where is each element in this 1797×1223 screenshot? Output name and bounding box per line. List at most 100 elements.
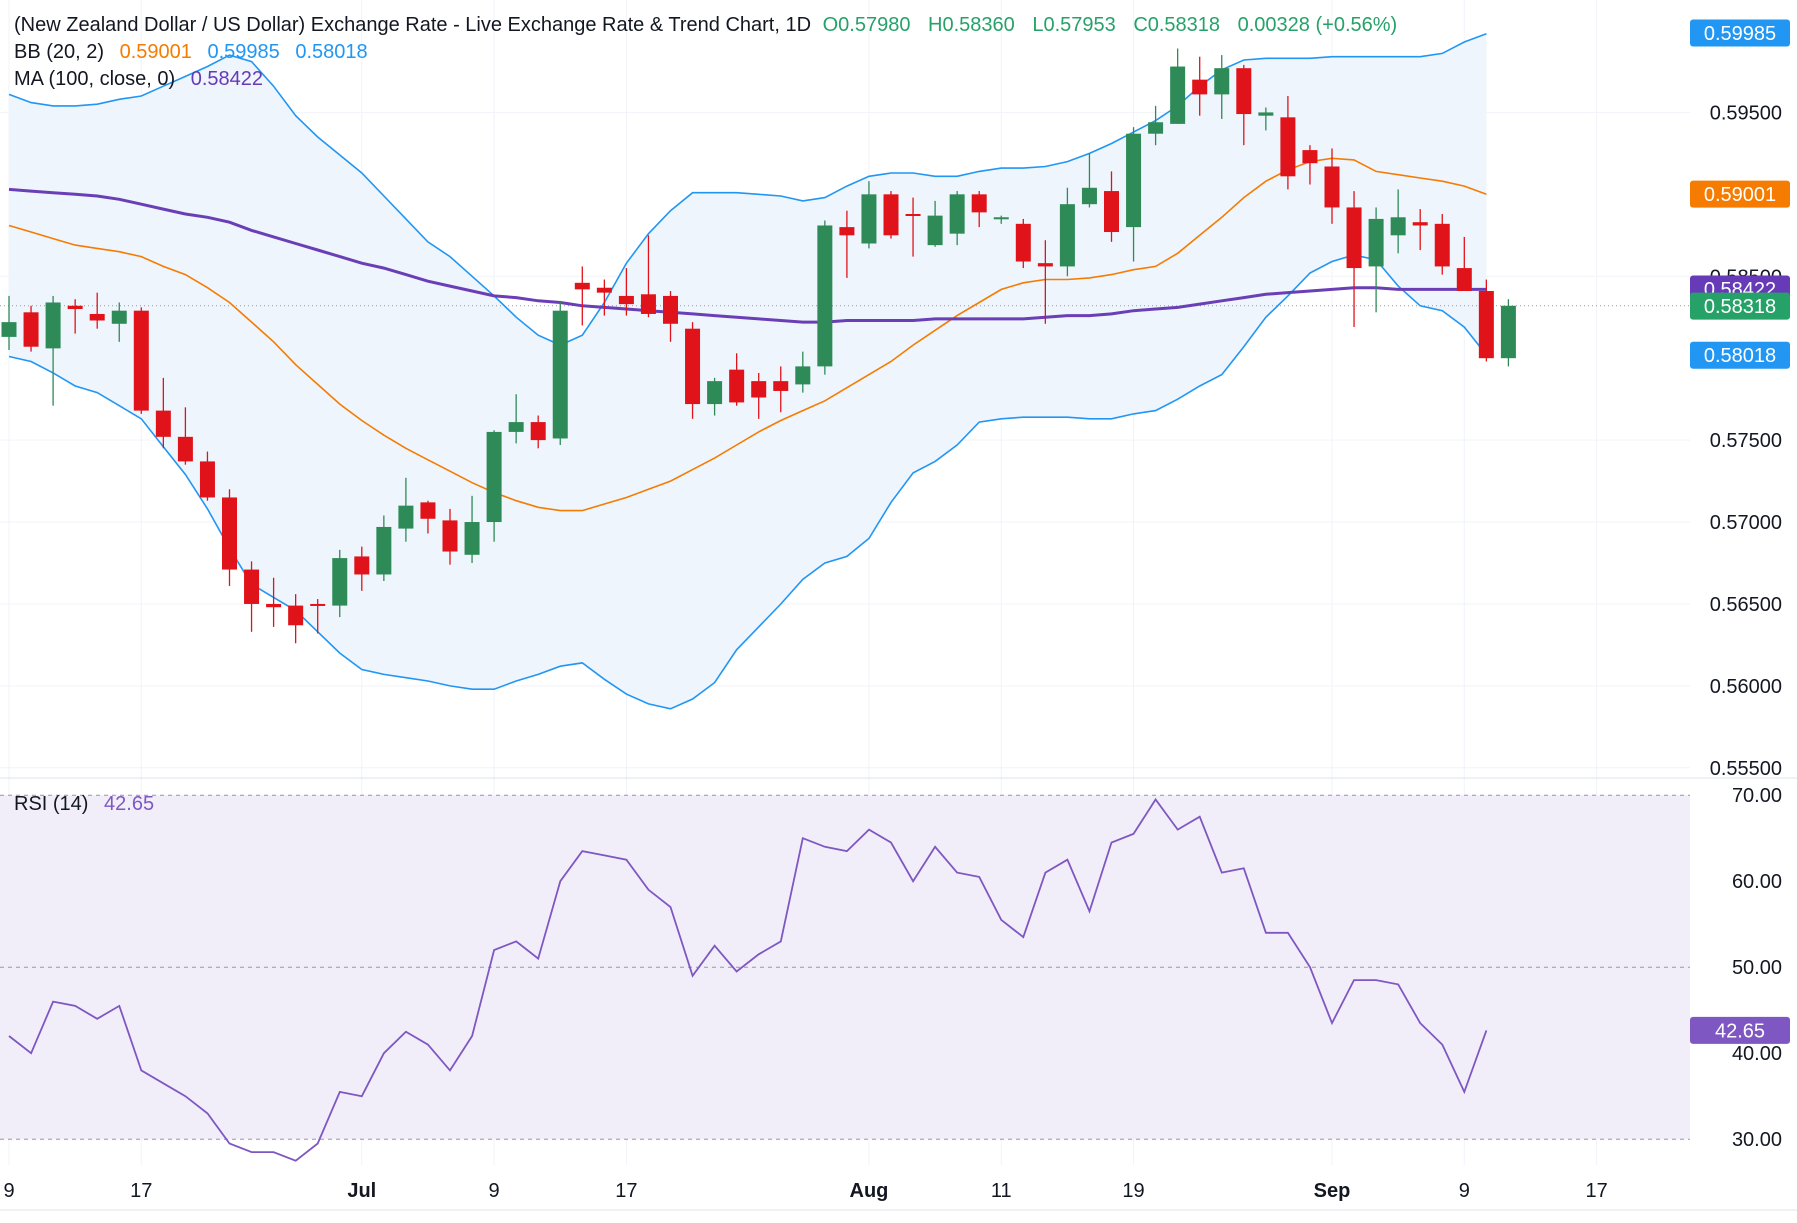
price-tick-label: 0.56000 xyxy=(1710,676,1782,698)
candle-body xyxy=(244,569,260,604)
price-tick-label: 0.57000 xyxy=(1710,512,1782,534)
candle-body xyxy=(1214,68,1230,95)
rsi-tick-label: 70.00 xyxy=(1732,785,1782,807)
rsi-tick-label: 40.00 xyxy=(1732,1043,1782,1065)
candle-body xyxy=(45,302,61,349)
candle-body xyxy=(861,194,877,244)
candle-body xyxy=(1148,122,1164,134)
ma100-line xyxy=(8,187,1487,324)
candle-body xyxy=(663,295,678,324)
candle-body xyxy=(1,322,17,337)
candle-body xyxy=(1258,112,1274,116)
candle-body xyxy=(971,194,987,213)
candle-body xyxy=(1434,223,1450,267)
candle-body xyxy=(574,282,590,290)
candle-body xyxy=(398,505,414,529)
price-tick-label: 0.59500 xyxy=(1710,102,1782,124)
candle-body xyxy=(420,502,436,519)
candle-body xyxy=(707,381,723,405)
candle-body xyxy=(111,310,127,324)
price-tag-bg xyxy=(1690,180,1790,208)
candle-body xyxy=(486,431,502,523)
candle-body xyxy=(508,422,524,432)
bb-lower-value: 0.58018 xyxy=(295,41,368,63)
candle-body xyxy=(89,313,105,321)
ohlc-close: C0.58318 xyxy=(1133,14,1221,36)
bb-upper-value: 0.59985 xyxy=(207,41,280,63)
candle-body xyxy=(67,305,83,310)
candle-body xyxy=(949,194,965,234)
candle-body xyxy=(1059,204,1075,267)
rsi-legend: RSI (14) 42.65 xyxy=(14,792,164,816)
rsi-tick-label: 50.00 xyxy=(1732,957,1782,979)
price-tag-bg xyxy=(1690,341,1790,369)
x-tick-label: Sep xyxy=(1314,1180,1351,1202)
header-legend: (New Zealand Dollar / US Dollar) Exchang… xyxy=(14,13,1407,37)
candle-body xyxy=(464,522,480,555)
candle-body xyxy=(1192,79,1208,95)
x-tick-label: 9 xyxy=(489,1180,500,1202)
rsi-line xyxy=(8,797,1488,1162)
bb-middle-line xyxy=(8,157,1487,512)
candle-body xyxy=(1346,207,1362,269)
candle-body xyxy=(530,422,546,441)
x-tick-label: 17 xyxy=(1585,1180,1607,1202)
candle-body xyxy=(839,227,855,236)
price-tag-bg xyxy=(1690,19,1790,47)
x-tick-label: Aug xyxy=(850,1180,889,1202)
ohlc-low: L0.57953 xyxy=(1032,14,1116,36)
candle-body xyxy=(1368,218,1384,267)
rsi-label: RSI (14) xyxy=(14,793,89,815)
candle-body xyxy=(552,310,568,439)
x-tick-label: 9 xyxy=(3,1180,14,1202)
candle-body xyxy=(640,294,656,314)
candle-body xyxy=(1104,191,1119,233)
price-tag: 0.59985 xyxy=(1704,23,1776,45)
bb-label: BB (20, 2) xyxy=(14,41,105,63)
candle-body xyxy=(905,214,921,217)
x-tick-label: 9 xyxy=(1459,1180,1470,1202)
ma-value: 0.58422 xyxy=(190,68,264,90)
candle-body xyxy=(1126,133,1142,228)
candle-body xyxy=(23,312,39,347)
chart-title: (New Zealand Dollar / US Dollar) Exchang… xyxy=(14,14,812,36)
candle-body xyxy=(1456,268,1472,292)
ma-legend: MA (100, close, 0) 0.58422 xyxy=(14,67,273,91)
candle-body xyxy=(817,225,833,367)
candle-body xyxy=(1236,68,1252,115)
rsi-tick-label: 60.00 xyxy=(1732,871,1782,893)
x-tick-label: 17 xyxy=(615,1180,637,1202)
price-tick-label: 0.56500 xyxy=(1710,594,1782,616)
candle-body xyxy=(795,366,811,385)
price-tag: 0.58018 xyxy=(1704,345,1776,367)
bollinger-band-fill xyxy=(9,33,1487,709)
x-tick-label: 11 xyxy=(991,1180,1012,1202)
rsi-tag-bg xyxy=(1690,1016,1790,1044)
candles-layer xyxy=(1,48,1516,644)
candle-body xyxy=(266,603,282,608)
candle-body xyxy=(133,310,149,411)
candle-body xyxy=(354,556,370,575)
candle-body xyxy=(729,369,745,403)
candle-body xyxy=(288,605,304,626)
candle-body xyxy=(1412,222,1428,226)
ohlc-open: O0.57980 xyxy=(822,14,911,36)
price-tick-label: 0.55500 xyxy=(1710,758,1782,780)
bb-legend: BB (20, 2) 0.59001 0.59985 0.58018 xyxy=(14,40,378,64)
price-tag-bg xyxy=(1690,292,1790,320)
candle-body xyxy=(1170,66,1186,124)
candle-body xyxy=(332,558,348,606)
candle-body xyxy=(310,603,326,606)
x-tick-label: 19 xyxy=(1122,1180,1144,1202)
rsi-band-fill xyxy=(0,795,1690,1140)
candle-body xyxy=(685,328,701,405)
price-tag: 0.58318 xyxy=(1704,296,1776,318)
candle-body xyxy=(376,526,392,575)
candle-body xyxy=(751,381,767,398)
candle-body xyxy=(155,410,171,437)
bb-upper-line xyxy=(8,33,1487,346)
price-tick-label: 0.57500 xyxy=(1710,430,1782,452)
candle-body xyxy=(1037,263,1053,267)
candle-body xyxy=(1390,217,1406,236)
